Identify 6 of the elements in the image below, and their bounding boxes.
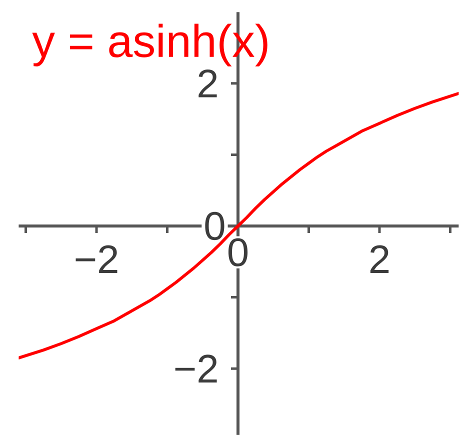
x-tick-label: 0 [228,238,248,266]
x-tick-label: −2 [76,245,118,274]
x-tick-label: 2 [370,245,389,274]
y-tick-label: 2 [198,69,217,98]
y-tick-label: −2 [175,354,217,383]
y-tick-label: 0 [205,212,224,240]
